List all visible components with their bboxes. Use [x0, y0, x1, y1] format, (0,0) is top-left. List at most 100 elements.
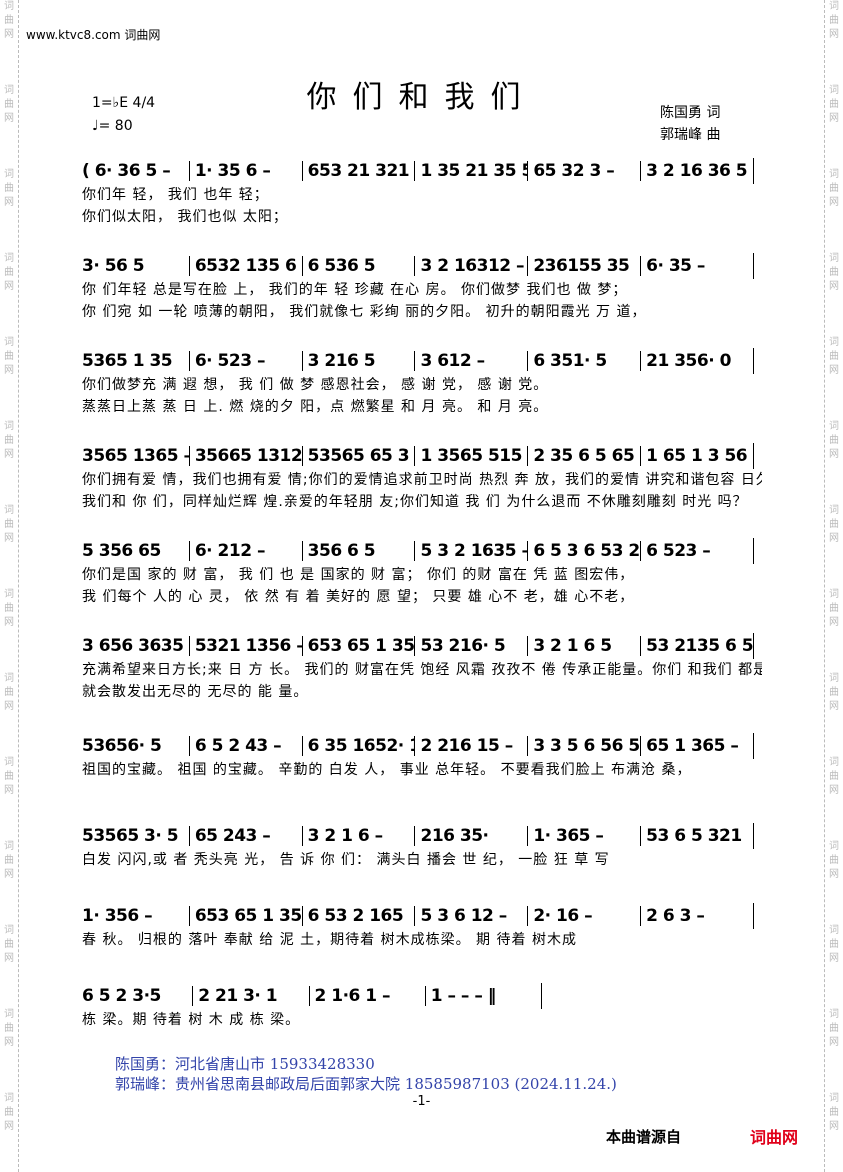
- credits: 陈国勇 词 郭瑞峰 曲: [660, 102, 720, 146]
- measure: 65 243 –: [188, 826, 302, 846]
- measure: 6 53 2 165: [301, 906, 415, 926]
- measure: 6 35 1652· 1: [301, 736, 414, 756]
- measure: 3 2 16 36 5 –: [640, 161, 753, 181]
- measure: ( 6· 36 5 –: [82, 161, 171, 181]
- side-watermark-right: 词曲网词曲网词曲网词曲网词曲网词曲网词曲网词曲网词曲网词曲网词曲网词曲网词曲网词…: [824, 0, 843, 1172]
- measure: 53 2135 6 5: [640, 636, 753, 656]
- staff-row: 53565 3· 5 65 243 –3 2 1 6 –216 35· 1· 365…: [82, 823, 754, 871]
- measure: 21 356· 0: [640, 351, 753, 371]
- measure: 3· 56 5: [82, 256, 145, 276]
- composer: 郭瑞峰 曲: [660, 127, 721, 143]
- lyric-line: 白发 闪闪,或 者 秃头亮 光， 告 诉 你 们： 满头白 播会 世 纪， 一脸…: [82, 852, 610, 868]
- measure: 53 216· 5: [414, 636, 527, 656]
- source-label: 本曲谱源自: [606, 1128, 682, 1146]
- measure: 1· 35 6 –: [188, 161, 302, 181]
- lyric-line: 你们拥有爱 情，我们也拥有爱 情;你们的爱情追求前卫时尚 热烈 奔 放，我们的爱…: [82, 472, 762, 488]
- lyric-line: 你们似太阳， 我们也似 太阳；: [82, 209, 288, 225]
- measure: 6 5 2 43 –: [188, 736, 302, 756]
- measure: 6 351· 5: [527, 351, 640, 371]
- lyric-line: 你 们年轻 总是写在脸 上， 我们的年 轻 珍藏 在心 房。 你们做梦 我们也 …: [82, 282, 628, 298]
- measure: 3 2 16312 –: [414, 256, 527, 276]
- lyric-line: 春 秋。 归根的 落叶 奉献 给 泥 土，期待着 树木成栋梁。 期 待着 树木成: [82, 932, 577, 948]
- page-number: -1-: [412, 1094, 431, 1109]
- measure: 5321 1356 – :‖: [188, 636, 302, 656]
- measure: 6 536 5: [301, 256, 415, 276]
- measure: 3 656 3635: [82, 636, 184, 656]
- measure: 3565 1365 –: [82, 446, 189, 466]
- notation-line: 1· 356 – 653 65 1 356 6 53 2 165 5 3 6 12 –…: [82, 903, 754, 929]
- key-signature: 1=♭E 4/4: [92, 95, 156, 111]
- measure: 6· 523 –: [188, 351, 302, 371]
- measure: 5365 1 35: [82, 351, 173, 371]
- measure: 6532 135 6 –: [188, 256, 302, 276]
- tempo-marking: ♩= 80: [92, 118, 133, 134]
- site-watermark: www.ktvc8.com 词曲网: [26, 28, 161, 42]
- notation-line: ( 6· 36 5 – 1· 35 6 –653 21 321 531 35 21…: [82, 158, 754, 184]
- staff-row: ( 6· 36 5 – 1· 35 6 –653 21 321 531 35 21…: [82, 158, 754, 228]
- measure: 1 – – – ‖: [424, 986, 541, 1006]
- lyric-line: 栋 梁。期 待着 树 木 成 栋 梁。: [82, 1012, 301, 1028]
- measure: 53565 3· 5: [82, 826, 179, 846]
- measure: 6· 35 –: [640, 256, 753, 276]
- measure: 1 35 21 35 5 –): [414, 161, 527, 181]
- measure: 53565 65 3 5 21: [301, 446, 414, 466]
- measure: 653 65 1 3565: [301, 636, 414, 656]
- lyric-line: 我们和 你 们，同样灿烂辉 煌.亲爱的年轻朋 友;你们知道 我 们 为什么退而 …: [82, 494, 748, 510]
- brand-logo: 词曲网: [750, 1128, 799, 1147]
- measure: 3 2 1 6 –: [301, 826, 415, 846]
- measure: 356 6 5: [301, 541, 415, 561]
- lyric-line: 你们做梦充 满 遐 想， 我 们 做 梦 感恩社会， 感 谢 党， 感 谢 党。: [82, 377, 549, 393]
- measure: 35665 1312: [188, 446, 302, 466]
- contact-composer: 郭瑞峰：贵州省思南县邮政局后面郭家大院 18585987103 (2024.11…: [115, 1075, 617, 1093]
- measure: 3 216 5: [301, 351, 415, 371]
- measure: 216 35·: [414, 826, 527, 846]
- measure: 3 3 5 6 56 5: [527, 736, 640, 756]
- measure: 2· 16 –: [527, 906, 640, 926]
- song-title: 你们和我们: [306, 80, 537, 115]
- contact-info: 陈国勇：河北省唐山市 15933428330 郭瑞峰：贵州省思南县邮政局后面郭家…: [115, 1054, 617, 1094]
- lyric-line: 蒸蒸日上蒸 蒸 日 上. 燃 烧的夕 阳，点 燃繁星 和 月 亮。 和 月 亮。: [82, 399, 549, 415]
- measure: 1· 365 –: [527, 826, 640, 846]
- measure: 5 356 65: [82, 541, 161, 561]
- measure: 2 216 15 –: [414, 736, 527, 756]
- lyric-line: 祖国的宝藏。 祖国 的宝藏。 辛勤的 白发 人， 事业 总年轻。 不要看我们脸上…: [82, 762, 692, 778]
- measure: 653 21 321 53: [301, 161, 414, 181]
- measure: 1 3565 515 –: [414, 446, 527, 466]
- lyric-line: 你们是国 家的 财 富， 我 们 也 是 国家的 财 富； 你们 的财 富在 凭…: [82, 567, 635, 583]
- measure: 2 6 3 –: [640, 906, 753, 926]
- lyricist: 陈国勇 词: [660, 105, 721, 121]
- staff-row: 1· 356 – 653 65 1 356 6 53 2 165 5 3 6 12 –…: [82, 903, 754, 951]
- measure: 236155 35: [527, 256, 640, 276]
- measure: 6 5 2 3·5: [82, 986, 161, 1006]
- measure: 5 3 6 12 –: [414, 906, 527, 926]
- measure: 5 3 2 1635 –: [414, 541, 527, 561]
- notation-line: 53565 3· 5 65 243 –3 2 1 6 –216 35· 1· 365…: [82, 823, 754, 849]
- lyric-line: 你们年 轻， 我们 也年 轻；: [82, 187, 269, 203]
- measure: 6 523 –: [640, 541, 753, 561]
- measure: 1· 356 –: [82, 906, 153, 926]
- measure: 6 5 3 6 53 2·1: [527, 541, 640, 561]
- measure: 6· 212 –: [188, 541, 302, 561]
- measure: 1 65 1 3 56 –: [640, 446, 753, 466]
- measure: 53 6 5 321: [640, 826, 753, 846]
- measure: 2 1·6 1 –: [308, 986, 425, 1006]
- measure: 53656· 5: [82, 736, 162, 756]
- lyric-line: 就会散发出无尽的 无尽的 能 量。: [82, 684, 309, 700]
- lyric-line: 你 们宛 如 一轮 喷薄的朝阳， 我们就像七 彩绚 丽的夕阳。 初升的朝阳霞光 …: [82, 304, 647, 320]
- contact-lyricist: 陈国勇：河北省唐山市 15933428330: [115, 1055, 375, 1073]
- side-watermark-left: 词曲网词曲网词曲网词曲网词曲网词曲网词曲网词曲网词曲网词曲网词曲网词曲网词曲网词…: [0, 0, 19, 1172]
